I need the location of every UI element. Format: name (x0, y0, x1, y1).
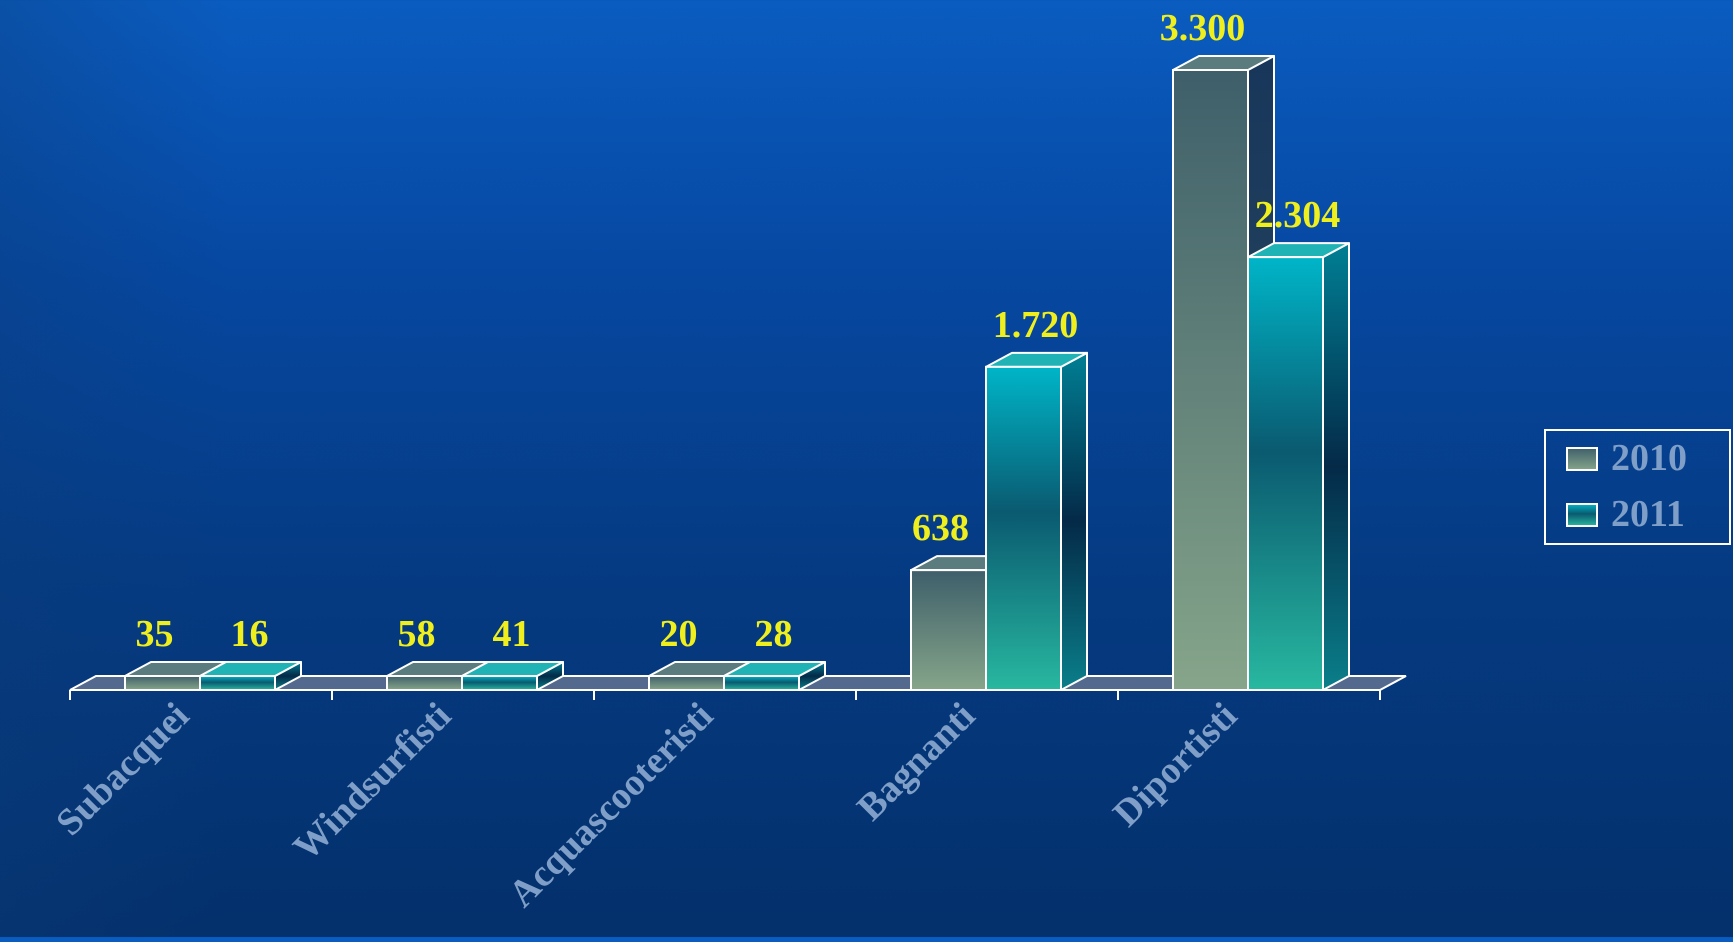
bar-front-face (723, 675, 800, 691)
bar-2011-windsurfisti (461, 661, 564, 691)
bar-front-face (910, 569, 987, 692)
category-label-windsurfisti: Windsurfisti (285, 695, 459, 869)
data-label-2011-bagnanti: 1.720 (993, 304, 1079, 346)
legend-box (1544, 429, 1731, 545)
bar-side-face (1060, 351, 1088, 691)
data-label-2010-bagnanti: 638 (912, 507, 969, 549)
data-label-2011-acquascooteristi: 28 (755, 613, 793, 655)
category-label-diportisti: Diportisti (1105, 695, 1245, 835)
bar-front-face (985, 365, 1062, 691)
bar-2011-diportisti (1247, 242, 1350, 691)
data-label-2011-subacquei: 16 (231, 613, 269, 655)
bar-front-face (124, 675, 201, 691)
bar-2011-bagnanti (985, 351, 1088, 691)
data-label-2011-diportisti: 2.304 (1255, 194, 1341, 236)
bar-2011-acquascooteristi (723, 661, 826, 691)
bar-front-face (461, 675, 538, 691)
bar-2011-subacquei (199, 661, 302, 691)
legend-swatch-2010 (1566, 447, 1598, 471)
bar-front-face (199, 675, 276, 691)
data-label-2010-diportisti: 3.300 (1160, 7, 1246, 49)
data-label-2010-acquascooteristi: 20 (660, 613, 698, 655)
legend-label-2010: 2010 (1611, 437, 1687, 479)
bar-front-face (386, 675, 463, 691)
data-label-2010-subacquei: 35 (136, 613, 174, 655)
left-shade (0, 0, 230, 937)
legend-label-2011: 2011 (1611, 493, 1685, 535)
category-label-acquascooteristi: Acquascooteristi (501, 695, 722, 916)
bar-side-face (1322, 242, 1350, 691)
legend-swatch-2011 (1566, 503, 1598, 527)
bar-front-face (1172, 69, 1249, 691)
category-label-bagnanti: Bagnanti (849, 695, 983, 829)
data-label-2010-windsurfisti: 58 (398, 613, 436, 655)
bar-front-face (1247, 256, 1324, 691)
bar-front-face (648, 675, 725, 691)
data-label-2011-windsurfisti: 41 (493, 613, 531, 655)
